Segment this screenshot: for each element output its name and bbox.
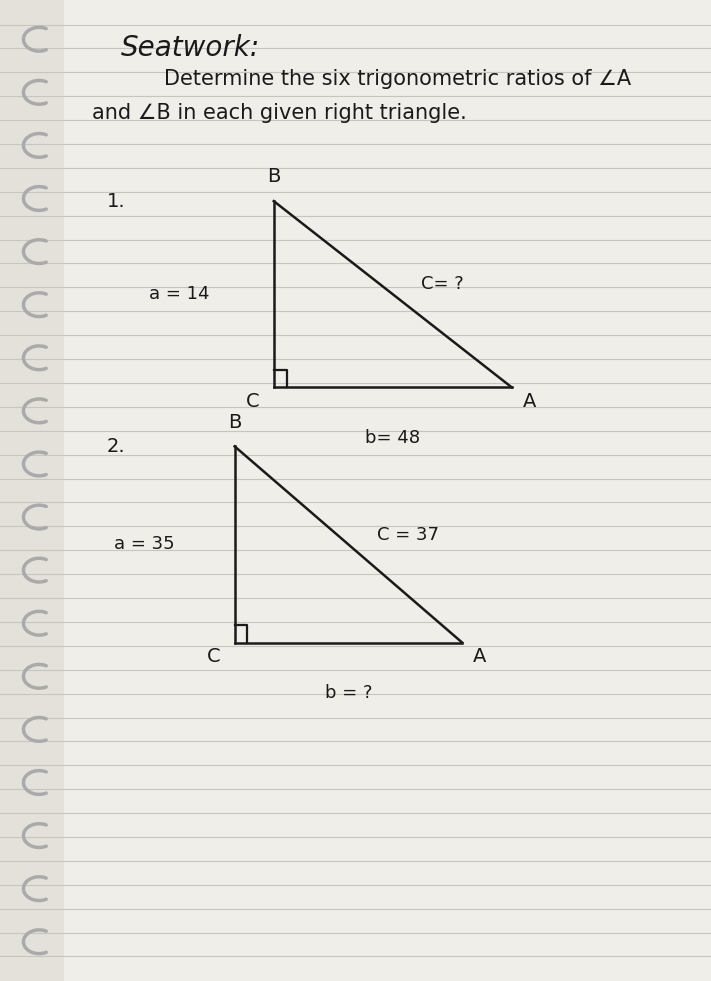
Text: 1.: 1. bbox=[107, 191, 125, 211]
Text: a = 14: a = 14 bbox=[149, 285, 210, 303]
Text: 2.: 2. bbox=[107, 437, 125, 456]
Text: Determine the six trigonometric ratios of ∠A: Determine the six trigonometric ratios o… bbox=[164, 69, 631, 88]
Text: C= ?: C= ? bbox=[421, 276, 464, 293]
Text: b= 48: b= 48 bbox=[365, 429, 420, 446]
Text: C: C bbox=[246, 392, 260, 411]
Text: and ∠B in each given right triangle.: and ∠B in each given right triangle. bbox=[92, 103, 467, 123]
Text: A: A bbox=[523, 392, 536, 411]
Text: A: A bbox=[473, 647, 486, 666]
Text: C: C bbox=[207, 647, 220, 666]
Text: Seatwork:: Seatwork: bbox=[121, 34, 260, 63]
Text: B: B bbox=[267, 168, 280, 186]
Text: B: B bbox=[228, 413, 241, 432]
Text: b = ?: b = ? bbox=[325, 684, 372, 701]
Bar bbox=[0, 0, 64, 981]
Text: a = 35: a = 35 bbox=[114, 536, 174, 553]
Text: C = 37: C = 37 bbox=[377, 526, 439, 543]
